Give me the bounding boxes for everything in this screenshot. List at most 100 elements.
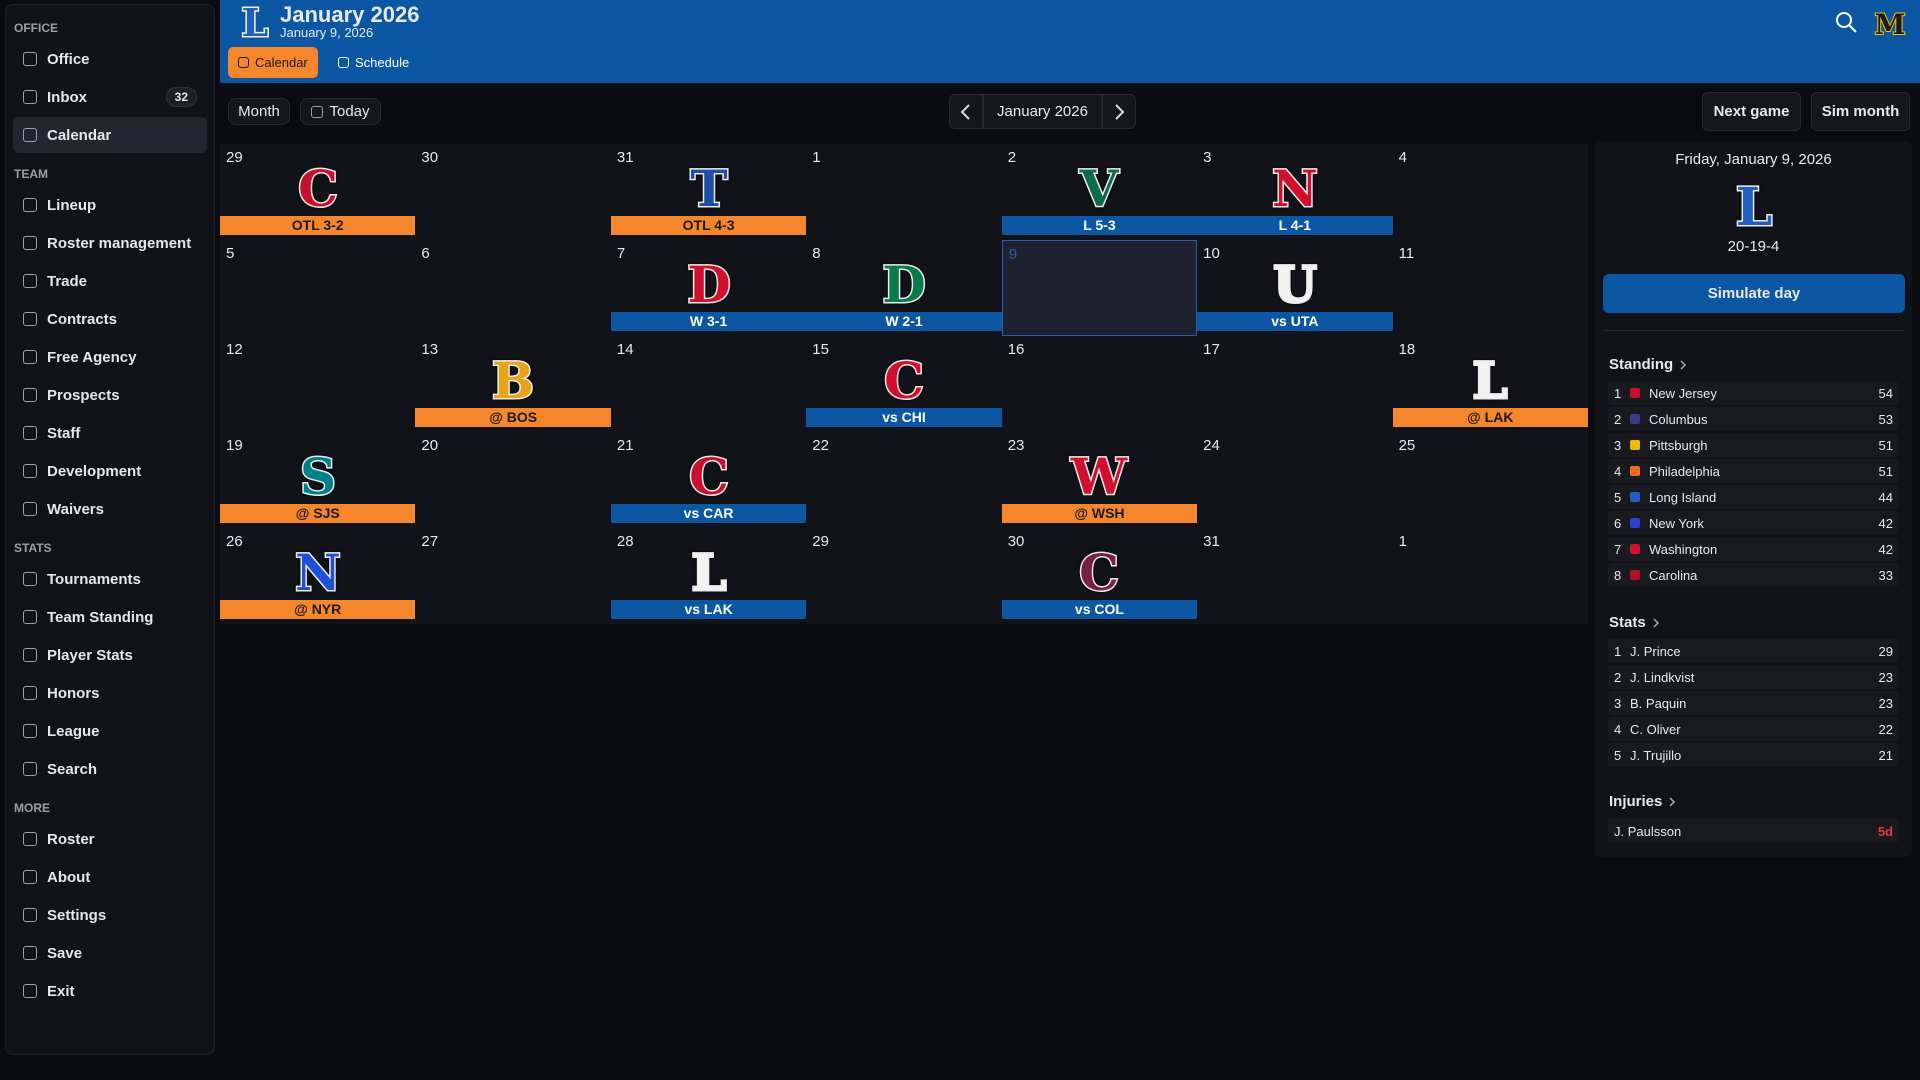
nav-item[interactable]: Development — [13, 453, 207, 489]
standing-row[interactable]: 2 Columbus 53 — [1608, 407, 1898, 431]
player-name: B. Paquin — [1630, 695, 1687, 711]
day-cell[interactable]: 14 — [610, 336, 807, 432]
day-cell[interactable]: 29 C OTL 3-2 — [220, 144, 416, 240]
day-cell[interactable]: 16 — [1001, 336, 1198, 432]
day-cell[interactable]: 29 — [806, 528, 1002, 624]
nav-item[interactable]: Save — [13, 935, 207, 971]
action-button[interactable]: Sim month — [1811, 92, 1910, 131]
nav-item[interactable]: Inbox 32 — [13, 79, 207, 115]
injury-row[interactable]: J. Paulsson 5d — [1608, 819, 1898, 843]
nav-item[interactable]: Lineup — [13, 187, 207, 223]
day-cell[interactable]: 26 N @ NYR — [220, 528, 416, 624]
day-cell[interactable]: 13 B @ BOS — [415, 336, 611, 432]
day-cell[interactable]: 24 — [1197, 432, 1393, 528]
team-name: Carolina — [1649, 567, 1698, 583]
day-cell[interactable]: 1 — [806, 144, 1002, 240]
section-heading[interactable]: Stats — [1609, 614, 1660, 631]
search-icon[interactable] — [1834, 10, 1858, 34]
standing-row[interactable]: 8 Carolina 33 — [1608, 563, 1898, 587]
section-heading[interactable]: Injuries — [1609, 793, 1676, 810]
nav-item[interactable]: Team Standing — [13, 599, 207, 635]
nav-item[interactable]: Roster management — [13, 225, 207, 261]
nav-item[interactable]: League — [13, 713, 207, 749]
nav-item[interactable]: Honors — [13, 675, 207, 711]
nav-label: Roster management — [47, 234, 192, 252]
day-cell[interactable]: 12 — [220, 336, 416, 432]
standing-row[interactable]: 3 Pittsburgh 51 — [1608, 433, 1898, 457]
chevron-line — [1680, 359, 1687, 370]
section-heading[interactable]: Standing — [1609, 356, 1687, 373]
tab[interactable]: Schedule — [328, 47, 419, 78]
day-cell[interactable]: 17 — [1197, 336, 1393, 432]
day-cell[interactable]: 7 D W 3-1 — [610, 240, 807, 336]
day-number: 14 — [616, 341, 634, 358]
day-cell[interactable]: 1 — [1392, 528, 1588, 624]
nav-item[interactable]: Prospects — [13, 377, 207, 413]
nav-item[interactable]: About — [13, 859, 207, 895]
day-cell[interactable]: 2 V L 5-3 — [1001, 144, 1198, 240]
nav-item[interactable]: Search — [13, 751, 207, 787]
day-cell[interactable]: 4 — [1392, 144, 1588, 240]
nav-item[interactable]: Settings — [13, 897, 207, 933]
nav-label: Contracts — [47, 310, 118, 328]
view-button[interactable]: Month — [228, 98, 290, 125]
day-cell[interactable]: 31 T OTL 4-3 — [610, 144, 807, 240]
nav-item[interactable]: Free Agency — [13, 339, 207, 375]
day-cell[interactable]: 20 — [415, 432, 611, 528]
day-cell[interactable]: 6 — [415, 240, 611, 336]
action-button[interactable]: Next game — [1702, 92, 1801, 131]
tab[interactable]: Calendar — [228, 47, 318, 78]
nav-item[interactable]: Office — [13, 41, 207, 77]
day-cell[interactable]: 31 — [1197, 528, 1393, 624]
points: 42 — [1878, 541, 1893, 557]
nav-label: Lineup — [47, 196, 97, 214]
opponent-logo: D — [685, 254, 731, 309]
nav-item[interactable]: Player Stats — [13, 637, 207, 673]
next-button[interactable] — [1102, 94, 1136, 129]
nav-item[interactable]: Roster — [13, 821, 207, 857]
day-cell[interactable]: 18 L @ LAK — [1392, 336, 1588, 432]
standing-row[interactable]: 1 New Jersey 54 — [1608, 381, 1898, 405]
nav-item[interactable]: Contracts — [13, 301, 207, 337]
nav-item[interactable]: Calendar — [13, 117, 207, 153]
nav-item[interactable]: Waivers — [13, 491, 207, 527]
stat-row[interactable]: 1 J. Prince 29 — [1608, 639, 1898, 663]
day-cell[interactable]: 22 — [806, 432, 1002, 528]
standing-row[interactable]: 7 Washington 42 — [1608, 537, 1898, 561]
day-cell[interactable]: 5 — [220, 240, 416, 336]
nav-item[interactable]: Tournaments — [13, 561, 207, 597]
day-cell[interactable]: 8 D W 2-1 — [806, 240, 1002, 336]
today-button[interactable]: Today — [300, 98, 381, 125]
standing-row[interactable]: 5 Long Island 44 — [1608, 485, 1898, 509]
user-logo[interactable]: M — [1870, 4, 1910, 40]
stat-row[interactable]: 3 B. Paquin 23 — [1608, 691, 1898, 715]
day-cell[interactable]: 27 — [415, 528, 611, 624]
stat-row[interactable]: 5 J. Trujillo 21 — [1608, 743, 1898, 767]
stat-row[interactable]: 2 J. Lindkvist 23 — [1608, 665, 1898, 689]
day-cell[interactable]: 30 — [415, 144, 611, 240]
nav-item[interactable]: Exit — [13, 973, 207, 1009]
stat-row[interactable]: 4 C. Oliver 22 — [1608, 717, 1898, 741]
day-number: 26 — [226, 533, 243, 550]
day-cell[interactable]: 19 S @ SJS — [220, 432, 416, 528]
nav-label: Player Stats — [47, 646, 133, 664]
standing-row[interactable]: 6 New York 42 — [1608, 511, 1898, 535]
nav-item[interactable]: Staff — [13, 415, 207, 451]
team-name: New York — [1649, 515, 1704, 531]
day-cell[interactable]: 11 — [1392, 240, 1588, 336]
team-icon — [1630, 544, 1640, 554]
nav-item[interactable]: Trade — [13, 263, 207, 299]
day-cell[interactable]: 9 — [1001, 240, 1198, 336]
day-cell[interactable]: 3 N L 4-1 — [1197, 144, 1393, 240]
opponent-logo: V — [1078, 158, 1122, 213]
day-cell[interactable]: 23 W @ WSH — [1001, 432, 1198, 528]
day-cell[interactable]: 25 — [1392, 432, 1588, 528]
simulate-button[interactable]: Simulate day — [1603, 274, 1905, 313]
standing-row[interactable]: 4 Philadelphia 51 — [1608, 459, 1898, 483]
prev-button[interactable] — [949, 94, 983, 129]
